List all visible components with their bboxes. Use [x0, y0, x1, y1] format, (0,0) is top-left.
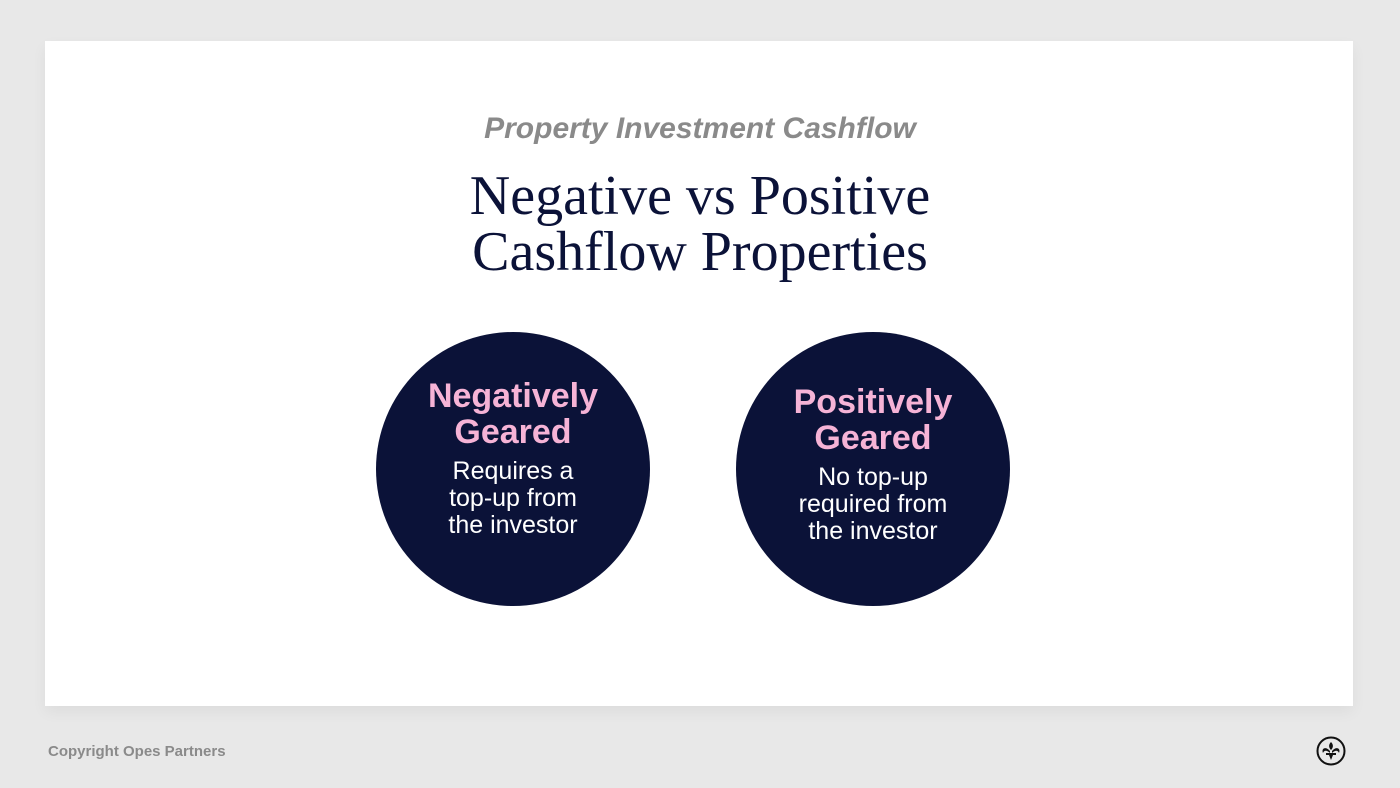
heading-line: Geared: [454, 412, 572, 451]
slide-title: Negative vs Positive Cashflow Properties: [0, 168, 1400, 280]
body-line: Requires a: [452, 456, 574, 485]
body-line: No top-up: [818, 462, 928, 491]
fleur-de-lis-icon: [1316, 736, 1346, 766]
body-line: top-up from: [449, 483, 577, 512]
circle-heading: Positively Geared: [794, 384, 953, 456]
slide-card: [45, 41, 1353, 706]
body-line: required from: [798, 489, 948, 518]
title-line-2: Cashflow Properties: [472, 221, 928, 283]
copyright-text: Copyright Opes Partners: [48, 743, 226, 760]
positively-geared-circle: Positively Geared No top-up required fro…: [736, 332, 1010, 606]
body-line: the investor: [808, 516, 938, 545]
title-line-1: Negative vs Positive: [469, 165, 931, 227]
heading-line: Negatively: [427, 376, 599, 415]
circle-body: No top-up required from the investor: [798, 462, 948, 545]
heading-line: Positively: [793, 382, 953, 421]
heading-line: Geared: [814, 418, 932, 457]
negatively-geared-circle: Negatively Geared Requires a top-up from…: [376, 332, 650, 606]
body-line: the investor: [448, 510, 578, 539]
circle-body: Requires a top-up from the investor: [448, 456, 578, 539]
slide-subtitle: Property Investment Cashflow: [484, 112, 916, 145]
circle-heading: Negatively Geared: [428, 378, 598, 450]
